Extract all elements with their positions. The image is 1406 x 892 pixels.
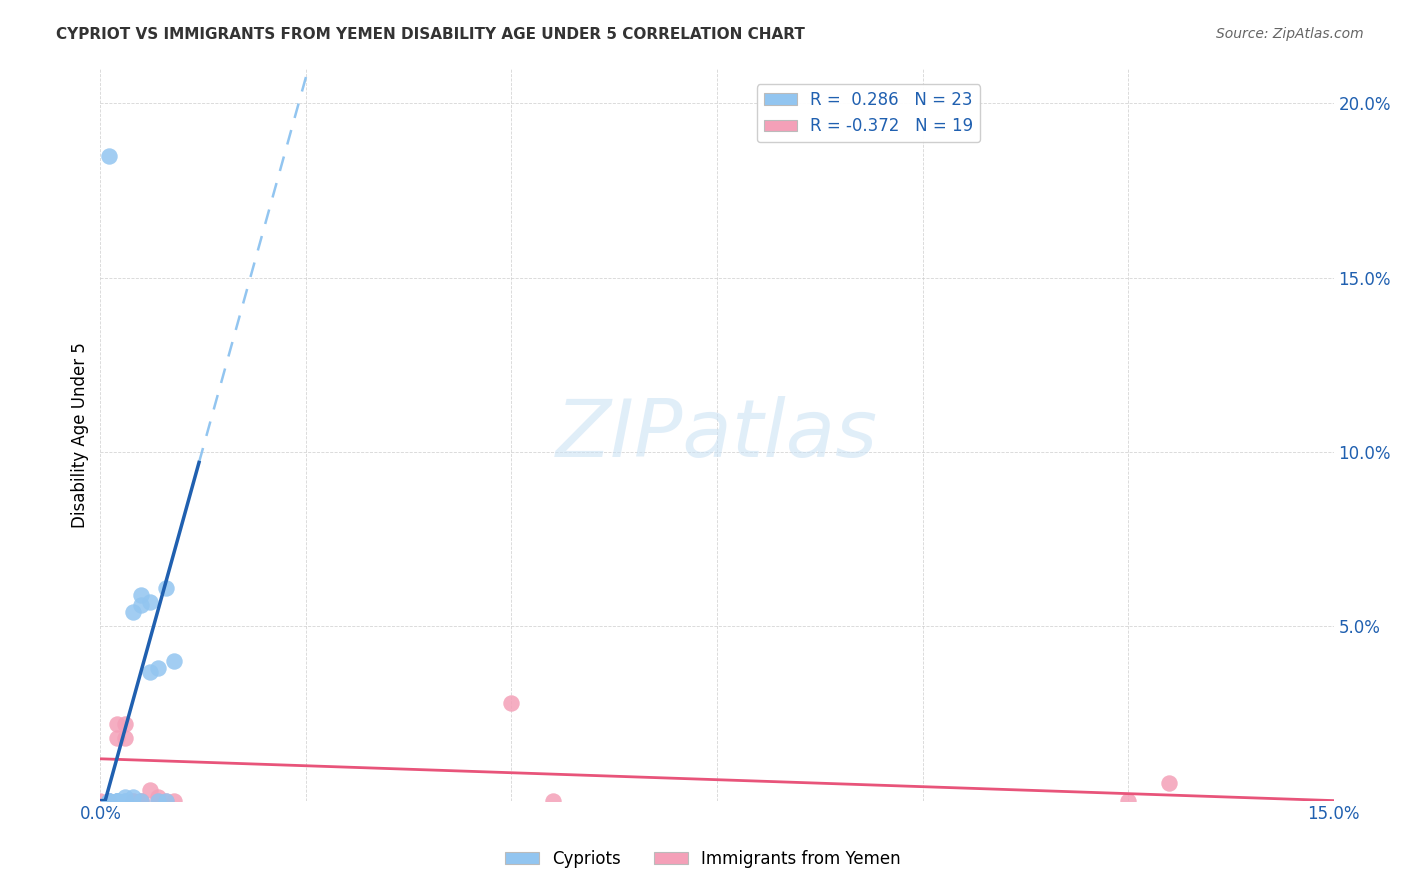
Point <box>97 794 120 808</box>
Point <box>146 794 169 808</box>
Point <box>105 731 128 745</box>
Point <box>131 588 153 602</box>
Point <box>146 661 169 675</box>
Point <box>114 794 136 808</box>
Point <box>97 149 120 163</box>
Point <box>131 599 153 613</box>
Point <box>155 581 177 595</box>
Point <box>138 783 160 797</box>
Point <box>155 794 177 808</box>
Point <box>163 654 186 668</box>
Point <box>114 717 136 731</box>
Point <box>105 794 128 808</box>
Point <box>146 790 169 805</box>
Point <box>114 790 136 805</box>
Point <box>131 794 153 808</box>
Text: ZIPatlas: ZIPatlas <box>555 395 879 474</box>
Point <box>1159 776 1181 790</box>
Point <box>89 794 111 808</box>
Point <box>105 794 128 808</box>
Point <box>163 794 186 808</box>
Point <box>541 794 564 808</box>
Point <box>131 794 153 808</box>
Point <box>105 794 128 808</box>
Legend: Cypriots, Immigrants from Yemen: Cypriots, Immigrants from Yemen <box>499 844 907 875</box>
Point <box>501 696 523 710</box>
Text: Source: ZipAtlas.com: Source: ZipAtlas.com <box>1216 27 1364 41</box>
Point <box>105 717 128 731</box>
Point <box>1116 794 1139 808</box>
Text: CYPRIOT VS IMMIGRANTS FROM YEMEN DISABILITY AGE UNDER 5 CORRELATION CHART: CYPRIOT VS IMMIGRANTS FROM YEMEN DISABIL… <box>56 27 806 42</box>
Point <box>122 794 145 808</box>
Point <box>122 606 145 620</box>
Point <box>97 794 120 808</box>
Point <box>114 794 136 808</box>
Point <box>122 790 145 805</box>
Point <box>97 794 120 808</box>
Point <box>155 794 177 808</box>
Point <box>138 665 160 679</box>
Point <box>105 794 128 808</box>
Point <box>97 794 120 808</box>
Y-axis label: Disability Age Under 5: Disability Age Under 5 <box>72 342 89 527</box>
Point <box>131 794 153 808</box>
Point <box>138 595 160 609</box>
Point <box>122 794 145 808</box>
Legend: R =  0.286   N = 23, R = -0.372   N = 19: R = 0.286 N = 23, R = -0.372 N = 19 <box>756 84 980 142</box>
Point <box>146 794 169 808</box>
Point <box>114 731 136 745</box>
